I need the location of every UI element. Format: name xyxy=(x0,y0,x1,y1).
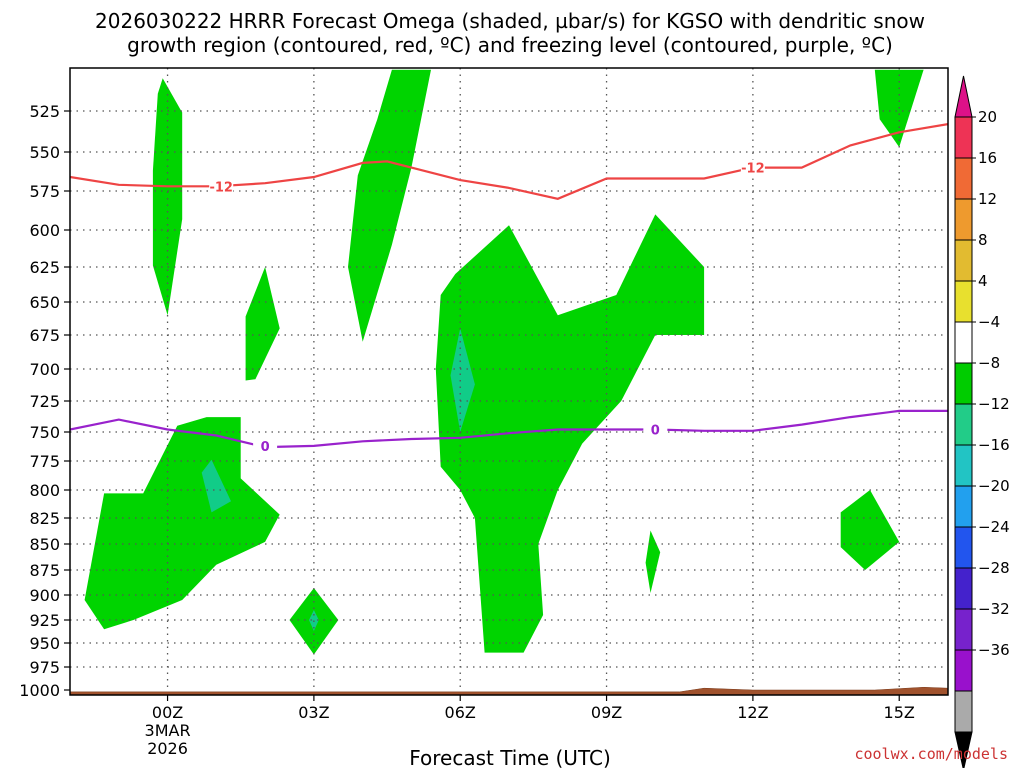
y-tick-label: 750 xyxy=(29,423,60,442)
colorbar-swatch xyxy=(954,321,973,364)
isotherm-zero-label-bg xyxy=(253,437,278,454)
isotherm-minus12-label: -12 xyxy=(741,162,765,177)
colorbar-top-arrow xyxy=(954,75,973,118)
colorbar-label: −4 xyxy=(978,313,1000,331)
colorbar-label: −28 xyxy=(978,559,1010,577)
y-tick-label: 800 xyxy=(29,481,60,500)
chart-title-line-1: 2026030222 HRRR Forecast Omega (shaded, … xyxy=(95,9,925,33)
chart-title-line-2: growth region (contoured, red, ºC) and f… xyxy=(127,33,893,57)
colorbar-label: −32 xyxy=(978,600,1010,618)
colorbar-label: 4 xyxy=(978,272,988,290)
colorbar-swatch xyxy=(954,608,973,651)
colorbar-label: −24 xyxy=(978,518,1010,536)
y-tick-label: 850 xyxy=(29,535,60,554)
isotherm-minus12-label: -12 xyxy=(209,180,233,195)
colorbar-swatch xyxy=(954,239,973,282)
y-tick-label: 825 xyxy=(29,509,60,528)
omega-region-b xyxy=(245,267,280,381)
colorbar-label: −12 xyxy=(978,395,1010,413)
colorbar-swatch xyxy=(954,567,973,610)
colorbar-swatch xyxy=(954,362,973,405)
colorbar-swatch xyxy=(954,198,973,241)
y-tick-label: 875 xyxy=(29,561,60,580)
y-tick-label: 525 xyxy=(29,102,60,121)
y-tick-label: 775 xyxy=(29,452,60,471)
credit-text: coolwx.com/models xyxy=(854,745,1008,763)
x-tick-label: 06Z xyxy=(445,703,476,722)
colorbar-swatch xyxy=(954,157,973,200)
isotherm-minus12-label-bg xyxy=(209,178,234,195)
y-tick-label: 600 xyxy=(29,221,60,240)
date-label-year: 2026 xyxy=(147,739,188,758)
y-tick-label: 725 xyxy=(29,392,60,411)
ground-strip xyxy=(70,686,948,695)
colorbar-swatch xyxy=(954,403,973,446)
colorbar: 20 16 12 8 4 −4 −8 −12 −16 −20 −24 −28 −32 −36 xyxy=(954,75,1010,768)
y-tick-label: 575 xyxy=(29,182,60,201)
isotherm-zero-line xyxy=(70,409,948,449)
x-tick-label: 12Z xyxy=(737,703,768,722)
colorbar-bottom-arrow xyxy=(954,731,973,768)
colorbar-swatch xyxy=(954,690,973,733)
omega-region-k xyxy=(450,328,475,432)
y-tick-label: 950 xyxy=(29,634,60,653)
y-tick-label: 925 xyxy=(29,611,60,630)
x-tick-label: 00Z xyxy=(152,703,183,722)
y-tick-label: 625 xyxy=(29,258,60,277)
y-tick-label: 1000 xyxy=(19,681,60,700)
x-tick-label: 09Z xyxy=(591,703,622,722)
plot-frame xyxy=(69,67,949,696)
omega-region-g xyxy=(645,530,661,593)
colorbar-label: −16 xyxy=(978,436,1010,454)
colorbar-swatch xyxy=(954,649,973,692)
y-tick-label: 650 xyxy=(29,293,60,312)
colorbar-swatch xyxy=(954,485,973,528)
colorbar-swatch xyxy=(954,116,973,159)
colorbar-swatch xyxy=(954,526,973,569)
colorbar-label: −20 xyxy=(978,477,1010,495)
date-label-day: 3MAR xyxy=(145,721,191,740)
isotherm-zero-label-bg xyxy=(643,421,668,438)
colorbar-swatch xyxy=(954,444,973,487)
omega-region-j xyxy=(201,459,231,513)
omega-region-c xyxy=(348,69,431,342)
x-axis-label: Forecast Time (UTC) xyxy=(409,746,611,768)
omega-region-d xyxy=(84,417,280,630)
colorbar-label: 16 xyxy=(978,149,997,167)
y-tick-label: 975 xyxy=(29,658,60,677)
colorbar-swatch xyxy=(954,280,973,323)
colorbar-label: −36 xyxy=(978,641,1010,659)
y-tick-label: 900 xyxy=(29,586,60,605)
colorbar-label: 8 xyxy=(978,231,988,249)
isotherm-minus12-label-bg xyxy=(740,159,765,176)
isotherm-zero-label: 0 xyxy=(261,440,270,455)
x-tick-label: 15Z xyxy=(884,703,915,722)
omega-region-e xyxy=(435,214,705,653)
x-tick-label: 03Z xyxy=(298,703,329,722)
colorbar-label: 20 xyxy=(978,108,997,126)
plot-area: -12 -12 0 0 1000 975 950 925 900 875 850 825 800 775 7… xyxy=(19,67,949,758)
colorbar-label: −8 xyxy=(978,354,1000,372)
colorbar-label: 12 xyxy=(978,190,997,208)
omega-region-h xyxy=(840,490,900,570)
y-tick-label: 675 xyxy=(29,326,60,345)
omega-region-a xyxy=(152,78,183,316)
isotherm-zero-label: 0 xyxy=(651,424,660,439)
y-tick-label: 550 xyxy=(29,143,60,162)
isotherm-minus12-line xyxy=(70,123,948,200)
y-tick-label: 700 xyxy=(29,360,60,379)
